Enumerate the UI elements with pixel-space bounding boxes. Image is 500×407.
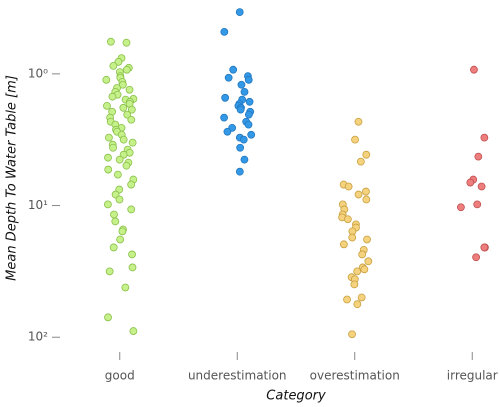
point	[240, 87, 249, 96]
point	[245, 97, 254, 106]
point	[109, 143, 117, 152]
point	[113, 170, 122, 179]
point	[116, 235, 125, 244]
point	[354, 117, 363, 126]
point	[220, 27, 229, 36]
point	[357, 293, 366, 302]
point	[121, 283, 130, 292]
point	[236, 143, 245, 152]
point	[353, 300, 362, 309]
point	[235, 167, 244, 176]
point	[119, 103, 128, 112]
point	[360, 265, 369, 274]
point	[115, 195, 124, 204]
y-tick-label: 10²	[28, 330, 48, 344]
point	[470, 65, 478, 74]
point	[353, 267, 362, 276]
point	[364, 257, 373, 266]
point	[344, 182, 353, 191]
point	[108, 92, 117, 101]
y-tick-label: 10⁰	[28, 66, 48, 80]
point	[473, 200, 482, 209]
point	[110, 210, 118, 219]
point	[111, 217, 120, 226]
point	[122, 38, 131, 47]
point	[472, 253, 481, 262]
point	[480, 243, 489, 252]
point	[362, 187, 370, 196]
point	[125, 85, 134, 94]
point	[105, 133, 113, 142]
point	[122, 65, 131, 74]
point	[118, 80, 127, 89]
point	[114, 57, 123, 66]
point	[128, 138, 137, 147]
point	[477, 182, 486, 191]
point	[362, 195, 371, 204]
point	[237, 80, 246, 89]
point	[474, 152, 483, 161]
x-axis-title: Category	[266, 389, 326, 404]
point	[348, 330, 356, 339]
point	[129, 327, 138, 335]
point	[224, 73, 233, 82]
point	[343, 295, 351, 304]
point	[128, 263, 137, 272]
point	[236, 105, 245, 114]
point	[240, 155, 249, 164]
y-axis-title: Mean Depth To Water Table [m]	[5, 75, 20, 281]
point	[235, 8, 244, 17]
point	[104, 165, 113, 174]
point	[106, 37, 115, 46]
point	[229, 65, 238, 74]
point	[109, 243, 118, 252]
x-tick-label: irregular	[447, 369, 498, 383]
point	[102, 75, 111, 84]
point	[127, 180, 136, 189]
x-tick-label: good	[105, 369, 135, 383]
point	[358, 250, 367, 259]
point	[363, 235, 371, 244]
point	[221, 93, 230, 102]
point	[480, 133, 489, 142]
point	[127, 105, 136, 114]
point	[356, 157, 365, 166]
point	[128, 250, 136, 259]
point	[350, 280, 359, 289]
point	[348, 233, 357, 242]
point	[244, 110, 253, 119]
x-tick-label: overestimation	[310, 369, 400, 383]
point	[457, 203, 465, 212]
point	[343, 215, 352, 224]
point	[105, 267, 114, 276]
point	[220, 113, 228, 122]
point	[103, 200, 112, 209]
point	[123, 110, 132, 119]
point	[247, 130, 256, 139]
point	[127, 205, 136, 214]
point	[239, 135, 248, 144]
x-tick-label: underestimation	[188, 369, 287, 383]
point	[244, 120, 253, 129]
point	[118, 227, 127, 236]
point	[244, 75, 253, 84]
point	[115, 155, 124, 164]
point	[104, 313, 112, 322]
y-tick-label: 10¹	[28, 198, 48, 212]
point	[466, 178, 475, 187]
point	[119, 135, 128, 144]
point	[109, 61, 118, 70]
point	[122, 161, 131, 170]
point	[223, 127, 232, 136]
point	[104, 153, 112, 162]
point	[351, 135, 359, 144]
point	[127, 115, 136, 124]
point	[103, 101, 111, 110]
point	[362, 150, 371, 159]
point	[339, 240, 348, 249]
point	[354, 190, 363, 199]
